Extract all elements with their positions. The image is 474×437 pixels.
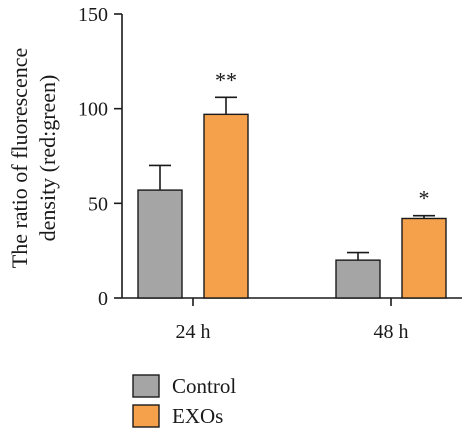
legend-swatch-control (132, 374, 160, 398)
bar-control-0 (137, 189, 183, 299)
legend-swatch-exos (132, 404, 160, 428)
bars (137, 96, 447, 299)
legend-label-control: Control (172, 374, 236, 398)
x-tick-label: 24 h (176, 321, 211, 343)
significance-marker: ** (215, 67, 237, 92)
bar-exos-1 (401, 217, 447, 299)
legend-label-exos: EXOs (172, 404, 223, 428)
significance-annotations: *** (215, 67, 430, 210)
legend: Control EXOs (132, 374, 236, 428)
y-axis-title-line-2: density (red:green) (35, 75, 60, 242)
y-tick-label: 0 (98, 288, 108, 310)
bar-exos-0 (203, 113, 249, 299)
y-tick-label: 50 (88, 193, 108, 215)
x-tick-label: 48 h (374, 321, 409, 343)
y-axis-title: The ratio of fluorescence density (red:g… (7, 48, 60, 269)
axes: 0 50 100 150 24 h 48 h (78, 4, 462, 343)
y-axis-title-line-1: The ratio of fluorescence (7, 48, 32, 269)
bar-control-1 (335, 259, 381, 299)
significance-marker: * (419, 186, 430, 211)
y-tick-label: 100 (78, 99, 108, 121)
y-tick-label: 150 (78, 4, 108, 26)
